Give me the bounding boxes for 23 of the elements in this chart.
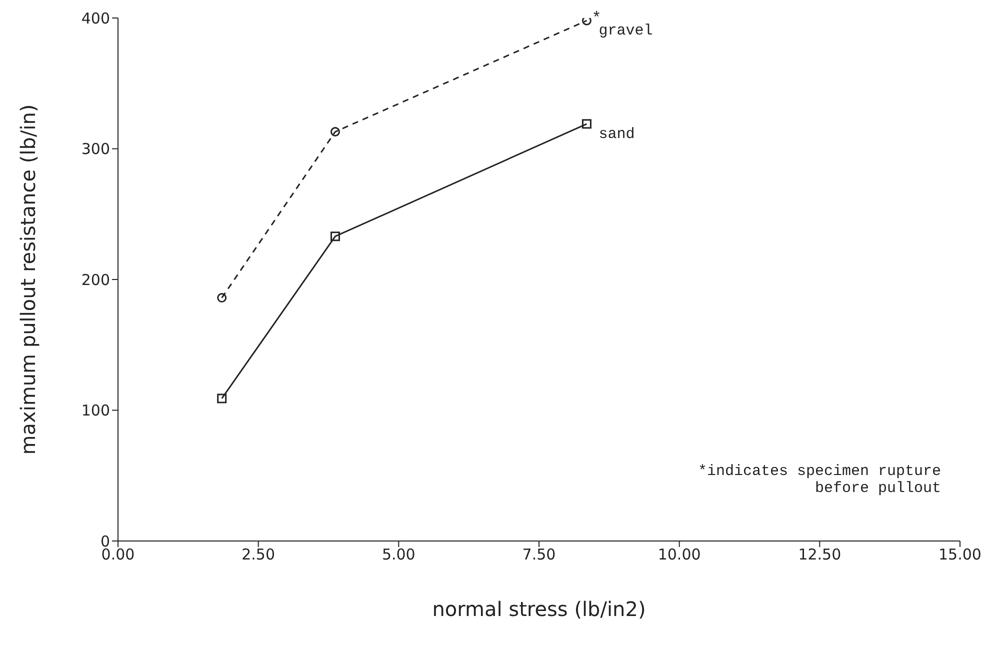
y-tick-label: 300	[81, 140, 110, 158]
x-tick-label: 0.00	[101, 546, 135, 564]
x-tick-label: 15.00	[938, 546, 982, 564]
x-tick-label: 10.00	[658, 546, 701, 564]
x-axis-title: normal stress (lb/in2)	[432, 597, 646, 621]
annotation: *	[592, 10, 602, 28]
series-label: gravel	[598, 22, 653, 40]
x-tick-label: 2.50	[242, 546, 276, 564]
y-axis-title: maximum pullout resistance (lb/in)	[16, 104, 40, 455]
x-tick-label: 5.00	[382, 546, 416, 564]
x-tick-label: 12.50	[798, 546, 842, 564]
y-tick-label: 200	[81, 270, 110, 289]
annotation: *indicates specimen rupture before pullout	[698, 463, 942, 497]
point	[217, 394, 227, 404]
point	[582, 18, 592, 26]
y-tick-label: 100	[81, 402, 110, 420]
point	[330, 232, 340, 242]
point	[330, 127, 340, 137]
x-tick-label: 7.50	[522, 546, 556, 564]
point	[582, 119, 592, 129]
y-tick-label: 400	[81, 9, 110, 28]
series-label: sand	[598, 126, 635, 143]
point	[217, 293, 227, 303]
